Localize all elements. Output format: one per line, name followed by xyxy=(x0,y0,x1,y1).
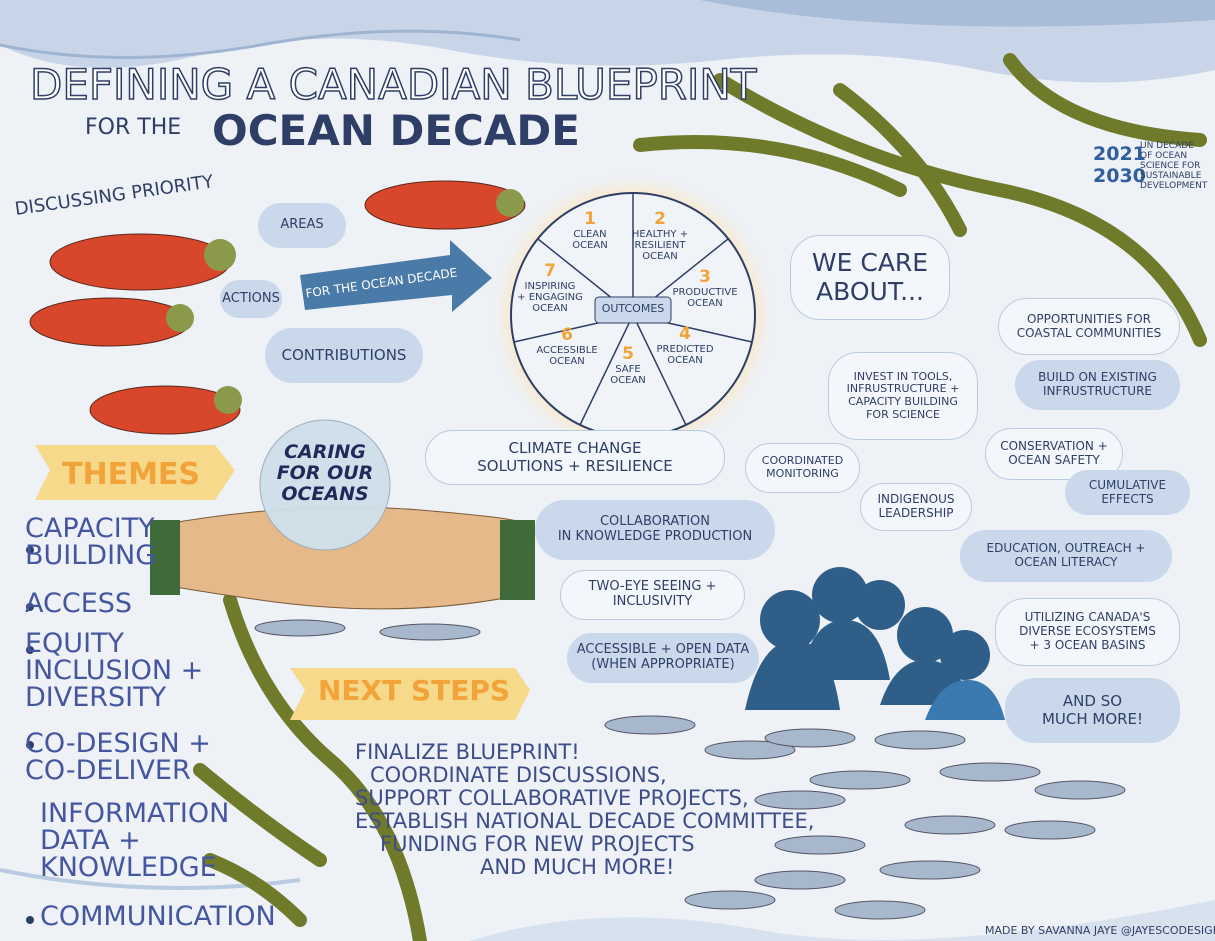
next-step: FUNDING FOR NEW PROJECTS xyxy=(380,832,695,856)
next-step: AND MUCH MORE! xyxy=(480,855,674,879)
bubble: UTILIZING CANADA'S DIVERSE ECOSYSTEMS + … xyxy=(995,598,1180,666)
next-step: COORDINATE DISCUSSIONS, xyxy=(370,763,667,787)
theme-item: EQUITY INCLUSION + DIVERSITY xyxy=(25,630,203,711)
segment-label: CLEAN OCEAN xyxy=(572,229,608,251)
care-title: WE CARE ABOUT... xyxy=(790,235,950,320)
bubble: OPPORTUNITIES FOR COASTAL COMMUNITIES xyxy=(998,298,1180,355)
segment-label: PRODUCTIVE OCEAN xyxy=(672,287,737,309)
badge-text: UN DECADE OF OCEAN SCIENCE FOR SUSTAINAB… xyxy=(1140,142,1207,191)
theme-item: CO-DESIGN + CO-DELIVER xyxy=(25,730,211,784)
theme-item: CAPACITY BUILDING xyxy=(25,515,156,569)
segment-number: 6 xyxy=(522,326,612,345)
bubble: EDUCATION, OUTREACH + OCEAN LITERACY xyxy=(960,530,1172,582)
segment-label: ACCESSIBLE OCEAN xyxy=(536,345,597,367)
theme-item: ACCESS xyxy=(25,590,132,617)
infographic: DEFINING A CANADIAN BLUEPRINT FOR THE OC… xyxy=(0,0,1215,941)
wheel-center: OUTCOMES xyxy=(598,303,668,315)
segment-number: 2 xyxy=(615,210,705,229)
bubble: AND SO MUCH MORE! xyxy=(1005,678,1180,743)
next-steps-title: NEXT STEPS xyxy=(318,676,510,707)
bubble: BUILD ON EXISTING INFRUSTRUCTURE xyxy=(1015,360,1180,410)
theme-item: INFORMATION DATA + KNOWLEDGE xyxy=(40,800,229,881)
segment-label: HEALTHY + RESILIENT OCEAN xyxy=(632,229,688,262)
title: OCEAN DECADE xyxy=(212,108,580,154)
badge-year: 2021 xyxy=(1093,144,1146,165)
next-step: FINALIZE BLUEPRINT! xyxy=(355,740,580,764)
bubble: CLIMATE CHANGE SOLUTIONS + RESILIENCE xyxy=(425,430,725,485)
title: DEFINING A CANADIAN BLUEPRINT xyxy=(30,62,756,108)
bubble: ACCESSIBLE + OPEN DATA (WHEN APPROPRIATE… xyxy=(567,633,759,683)
bubble: ACTIONS xyxy=(220,280,282,318)
next-step: ESTABLISH NATIONAL DECADE COMMITTEE, xyxy=(355,809,814,833)
bubble: INDIGENOUS LEADERSHIP xyxy=(860,483,972,531)
segment-number: 7 xyxy=(505,262,595,281)
bubble: TWO-EYE SEEING + INCLUSIVITY xyxy=(560,570,745,620)
badge-year: 2030 xyxy=(1093,166,1146,187)
globe-text: CARING FOR OUR OCEANS xyxy=(265,442,385,505)
bubble: COORDINATED MONITORING xyxy=(745,443,860,493)
segment-label: INSPIRING + ENGAGING OCEAN xyxy=(517,281,583,314)
bubble: INVEST IN TOOLS, INFRUSTRUCTURE + CAPACI… xyxy=(828,352,978,440)
bubble: CONTRIBUTIONS xyxy=(265,328,423,383)
credit: MADE BY SAVANNA JAYE @JAYESCODESIGN xyxy=(985,925,1215,937)
segment-label: SAFE OCEAN xyxy=(610,364,646,386)
bubble: AREAS xyxy=(258,203,346,248)
segment-number: 4 xyxy=(640,325,730,344)
segment-number: 3 xyxy=(660,268,750,287)
next-step: SUPPORT COLLABORATIVE PROJECTS, xyxy=(355,786,749,810)
bubble: CUMULATIVE EFFECTS xyxy=(1065,470,1190,515)
title-small: FOR THE xyxy=(85,116,181,140)
bubble: COLLABORATION IN KNOWLEDGE PRODUCTION xyxy=(535,500,775,560)
theme-item: COMMUNICATION xyxy=(40,903,276,930)
themes-title: THEMES xyxy=(62,458,200,491)
